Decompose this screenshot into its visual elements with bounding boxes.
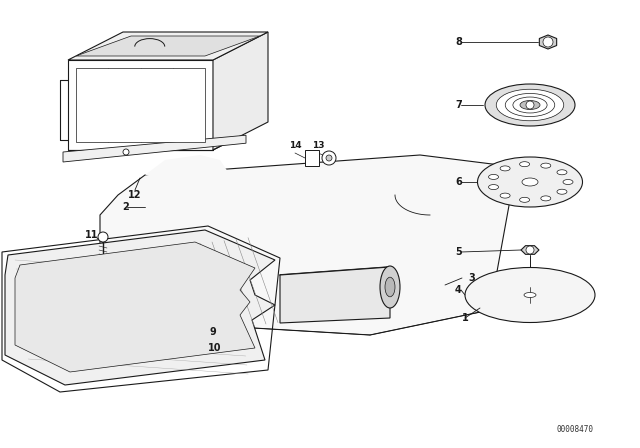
- Circle shape: [326, 155, 332, 161]
- Polygon shape: [76, 68, 205, 142]
- Text: 2: 2: [122, 202, 129, 212]
- Polygon shape: [76, 36, 260, 56]
- Ellipse shape: [488, 185, 499, 190]
- Text: 6: 6: [455, 177, 461, 187]
- Polygon shape: [305, 150, 319, 166]
- Text: 00008470: 00008470: [557, 426, 593, 435]
- Text: 4: 4: [455, 285, 461, 295]
- Polygon shape: [5, 230, 275, 385]
- Polygon shape: [68, 32, 268, 60]
- Text: 11: 11: [85, 230, 99, 240]
- Circle shape: [526, 101, 534, 109]
- Polygon shape: [280, 267, 390, 323]
- Text: 9: 9: [210, 327, 217, 337]
- Ellipse shape: [477, 157, 582, 207]
- Ellipse shape: [485, 84, 575, 126]
- Text: 13: 13: [312, 141, 324, 150]
- Ellipse shape: [500, 166, 510, 171]
- Circle shape: [322, 151, 336, 165]
- Ellipse shape: [557, 170, 567, 175]
- Text: 3: 3: [468, 273, 475, 283]
- Text: 8: 8: [455, 37, 462, 47]
- Circle shape: [98, 232, 108, 242]
- Ellipse shape: [465, 267, 595, 323]
- Polygon shape: [145, 155, 230, 180]
- Ellipse shape: [385, 277, 395, 297]
- Polygon shape: [63, 135, 246, 162]
- Polygon shape: [15, 242, 255, 372]
- Text: 5: 5: [455, 247, 461, 257]
- Polygon shape: [100, 155, 510, 335]
- Ellipse shape: [522, 178, 538, 186]
- Polygon shape: [68, 60, 213, 150]
- Polygon shape: [521, 246, 539, 254]
- Text: 1: 1: [462, 313, 468, 323]
- Circle shape: [526, 246, 534, 254]
- Circle shape: [543, 37, 553, 47]
- Ellipse shape: [488, 174, 499, 180]
- Ellipse shape: [380, 266, 400, 308]
- Text: 14: 14: [289, 141, 301, 150]
- Ellipse shape: [541, 163, 551, 168]
- Polygon shape: [213, 32, 268, 150]
- Ellipse shape: [563, 180, 573, 185]
- Text: 7: 7: [455, 100, 461, 110]
- Ellipse shape: [541, 196, 551, 201]
- Ellipse shape: [505, 94, 555, 116]
- Ellipse shape: [520, 100, 540, 109]
- Ellipse shape: [520, 162, 529, 167]
- Ellipse shape: [557, 189, 567, 194]
- Ellipse shape: [513, 97, 547, 113]
- Text: 10: 10: [208, 343, 221, 353]
- Polygon shape: [540, 35, 557, 49]
- Circle shape: [123, 149, 129, 155]
- Ellipse shape: [524, 293, 536, 297]
- Ellipse shape: [500, 193, 510, 198]
- Text: 12: 12: [128, 190, 141, 200]
- Ellipse shape: [496, 89, 564, 121]
- Ellipse shape: [520, 197, 529, 202]
